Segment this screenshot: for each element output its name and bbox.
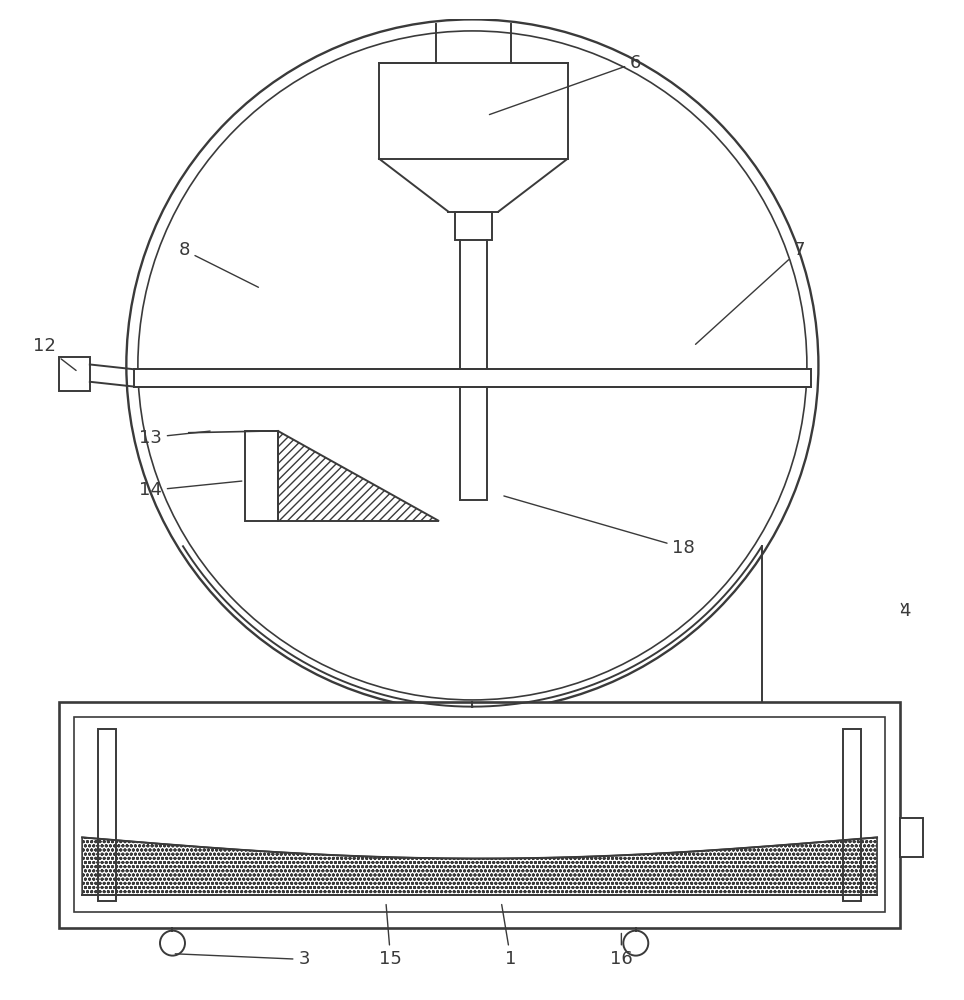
Text: 8: 8 bbox=[178, 241, 258, 287]
Bar bbox=[59, 357, 90, 391]
Bar bbox=[455, 212, 492, 240]
Text: 14: 14 bbox=[139, 481, 242, 499]
Bar bbox=[900, 818, 924, 857]
Text: 13: 13 bbox=[139, 429, 210, 447]
Bar bbox=[245, 431, 279, 521]
Text: 1: 1 bbox=[501, 905, 517, 968]
Text: 15: 15 bbox=[379, 905, 402, 968]
Text: 7: 7 bbox=[695, 241, 805, 344]
Text: 3: 3 bbox=[175, 950, 309, 968]
Bar bbox=[74, 717, 885, 912]
Text: 12: 12 bbox=[33, 337, 76, 370]
Bar bbox=[844, 729, 861, 901]
Text: 18: 18 bbox=[504, 496, 695, 557]
Text: 16: 16 bbox=[610, 933, 632, 968]
Bar bbox=[460, 387, 487, 500]
Polygon shape bbox=[134, 369, 811, 387]
Bar bbox=[98, 729, 116, 901]
Text: 4: 4 bbox=[899, 602, 911, 620]
Bar bbox=[379, 63, 568, 159]
Bar bbox=[59, 702, 900, 928]
Text: 6: 6 bbox=[490, 54, 641, 115]
